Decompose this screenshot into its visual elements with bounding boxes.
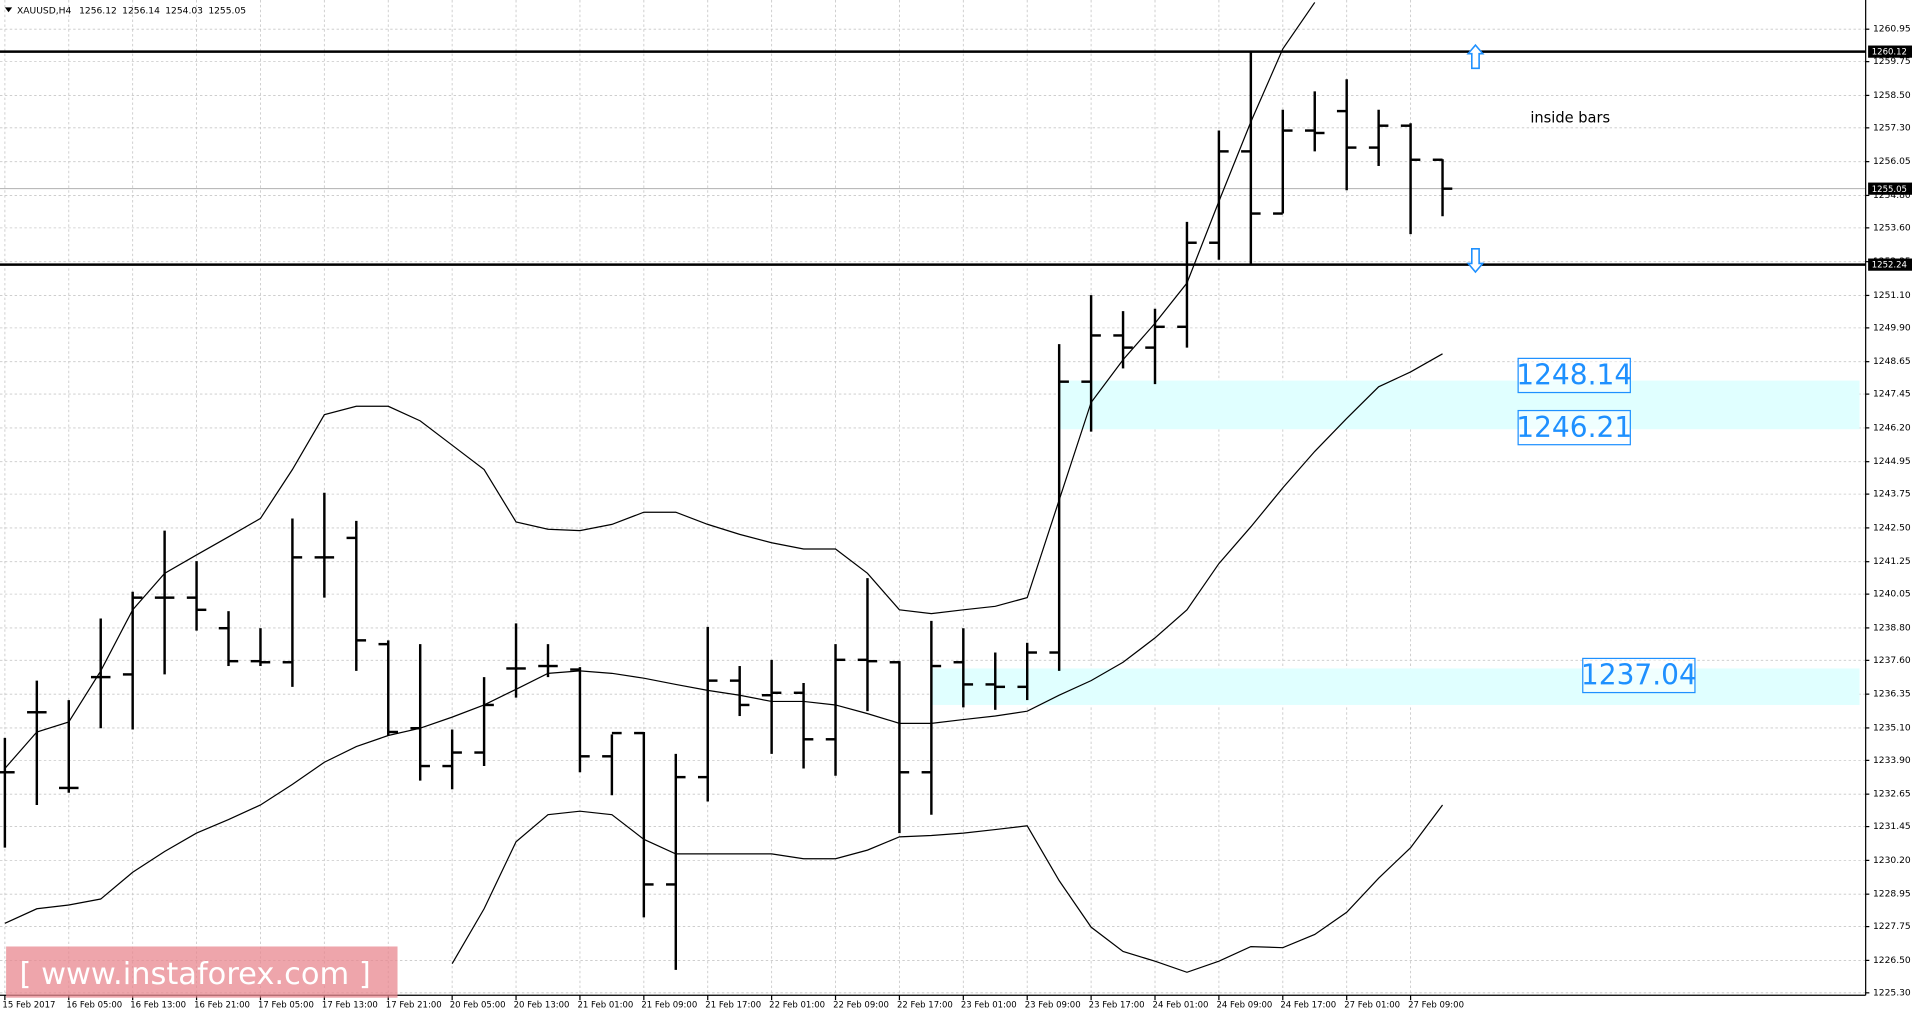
y-tick-label: 1240.05 <box>1873 590 1911 600</box>
price-tag-box <box>1868 45 1912 58</box>
y-tick-label: 1249.90 <box>1873 323 1911 333</box>
level-label-box <box>1582 657 1696 694</box>
header-low: 1254.03 <box>165 6 203 16</box>
down-arrow <box>1466 248 1485 274</box>
grid <box>0 0 1866 996</box>
level-label-box <box>1517 409 1631 446</box>
watermark-bg <box>6 946 398 998</box>
y-tick-label: 1247.45 <box>1873 390 1911 400</box>
y-tick-label: 1246.20 <box>1873 423 1911 433</box>
y-tick-label: 1232.65 <box>1873 790 1911 800</box>
x-tick-label: 15 Feb 2017 <box>2 1001 55 1011</box>
x-tick-label: 24 Feb 09:00 <box>1216 1001 1272 1011</box>
y-tick-label: 1244.95 <box>1873 457 1911 467</box>
level-label: 1237.04 <box>1581 659 1697 692</box>
band-line <box>4 353 1443 924</box>
x-tick-label: 24 Feb 17:00 <box>1280 1001 1336 1011</box>
x-tick-label: 23 Feb 17:00 <box>1089 1001 1145 1011</box>
x-tick-label: 21 Feb 09:00 <box>641 1001 697 1011</box>
x-tick-label: 22 Feb 09:00 <box>833 1001 889 1011</box>
price-tag: 1252.24 <box>1872 261 1907 271</box>
x-tick-label: 27 Feb 01:00 <box>1344 1001 1400 1011</box>
band-line <box>4 2 1316 769</box>
x-tick-label: 20 Feb 13:00 <box>514 1001 570 1011</box>
x-tick-label: 16 Feb 13:00 <box>130 1001 186 1011</box>
level-label: 1246.21 <box>1516 411 1632 444</box>
y-tick-label: 1254.80 <box>1873 191 1911 201</box>
y-tick-label: 1241.25 <box>1873 557 1911 567</box>
symbol: XAUUSD,H4 <box>17 6 71 16</box>
price-tag-box <box>1868 182 1912 195</box>
y-tick-label: 1228.95 <box>1873 890 1911 900</box>
up-arrow <box>1466 43 1485 70</box>
y-tick-label: 1238.80 <box>1873 623 1911 633</box>
x-tick-label: 22 Feb 01:00 <box>769 1001 825 1011</box>
zones: 1248.14 1246.21 1237.04 <box>931 357 1860 705</box>
x-tick-label: 23 Feb 09:00 <box>1025 1001 1081 1011</box>
level-label: 1248.14 <box>1516 359 1632 392</box>
zone <box>1059 380 1860 430</box>
y-tick-label: 1253.60 <box>1873 223 1911 233</box>
header: XAUUSD,H4 1256.12 1256.14 1254.03 1255.0… <box>17 6 246 16</box>
y-tick-label: 1227.75 <box>1873 922 1911 932</box>
x-tick-label: 21 Feb 17:00 <box>705 1001 761 1011</box>
y-tick-label: 1248.65 <box>1873 357 1911 367</box>
price-tag-box <box>1868 258 1912 271</box>
price-tag: 1255.05 <box>1872 185 1907 195</box>
plot <box>0 2 1866 973</box>
y-tick-label: 1251.10 <box>1873 291 1911 301</box>
y-tick-label: 1235.10 <box>1873 723 1911 733</box>
y-tick-label: 1233.90 <box>1873 756 1911 766</box>
y-tick-label: 1237.60 <box>1873 656 1911 666</box>
y-tick-label: 1243.75 <box>1873 490 1911 500</box>
y-tick-label: 1226.50 <box>1873 956 1911 966</box>
x-tick-label: 23 Feb 01:00 <box>961 1001 1017 1011</box>
watermark: [ www.instaforex.com ] <box>20 957 371 992</box>
y-tick-label: 1230.20 <box>1873 856 1911 866</box>
level-label-box <box>1517 357 1631 394</box>
y-tick-label: 1225.30 <box>1873 988 1911 998</box>
y-tick-label: 1259.75 <box>1873 57 1911 67</box>
y-tick-label: 1260.95 <box>1873 25 1911 35</box>
x-tick-label: 16 Feb 21:00 <box>194 1001 250 1011</box>
y-tick-label: 1236.35 <box>1873 690 1911 700</box>
y-tick-label: 1231.45 <box>1873 822 1911 832</box>
x-tick-label: 21 Feb 01:00 <box>578 1001 634 1011</box>
x-tick-label: 17 Feb 13:00 <box>322 1001 378 1011</box>
header-close: 1255.05 <box>208 6 246 16</box>
band-line <box>451 804 1444 973</box>
y-tick-label: 1258.50 <box>1873 91 1911 101</box>
x-tick-label: 20 Feb 05:00 <box>450 1001 506 1011</box>
x-tick-label: 16 Feb 05:00 <box>66 1001 122 1011</box>
price-tag: 1260.12 <box>1872 48 1907 58</box>
annotation: inside bars <box>1530 109 1610 126</box>
y-tick-label: 1257.30 <box>1873 123 1911 133</box>
x-tick-label: 27 Feb 09:00 <box>1408 1001 1464 1011</box>
x-tick-label: 24 Feb 01:00 <box>1153 1001 1209 1011</box>
x-tick-label: 17 Feb 05:00 <box>258 1001 314 1011</box>
x-tick-label: 17 Feb 21:00 <box>386 1001 442 1011</box>
header-high: 1256.14 <box>122 6 160 16</box>
zone <box>931 668 1860 705</box>
y-tick-label: 1242.50 <box>1873 523 1911 533</box>
header-open: 1256.12 <box>79 6 117 16</box>
y-tick-label: 1256.05 <box>1873 157 1911 167</box>
header-icon <box>4 7 13 13</box>
x-tick-label: 22 Feb 17:00 <box>897 1001 953 1011</box>
